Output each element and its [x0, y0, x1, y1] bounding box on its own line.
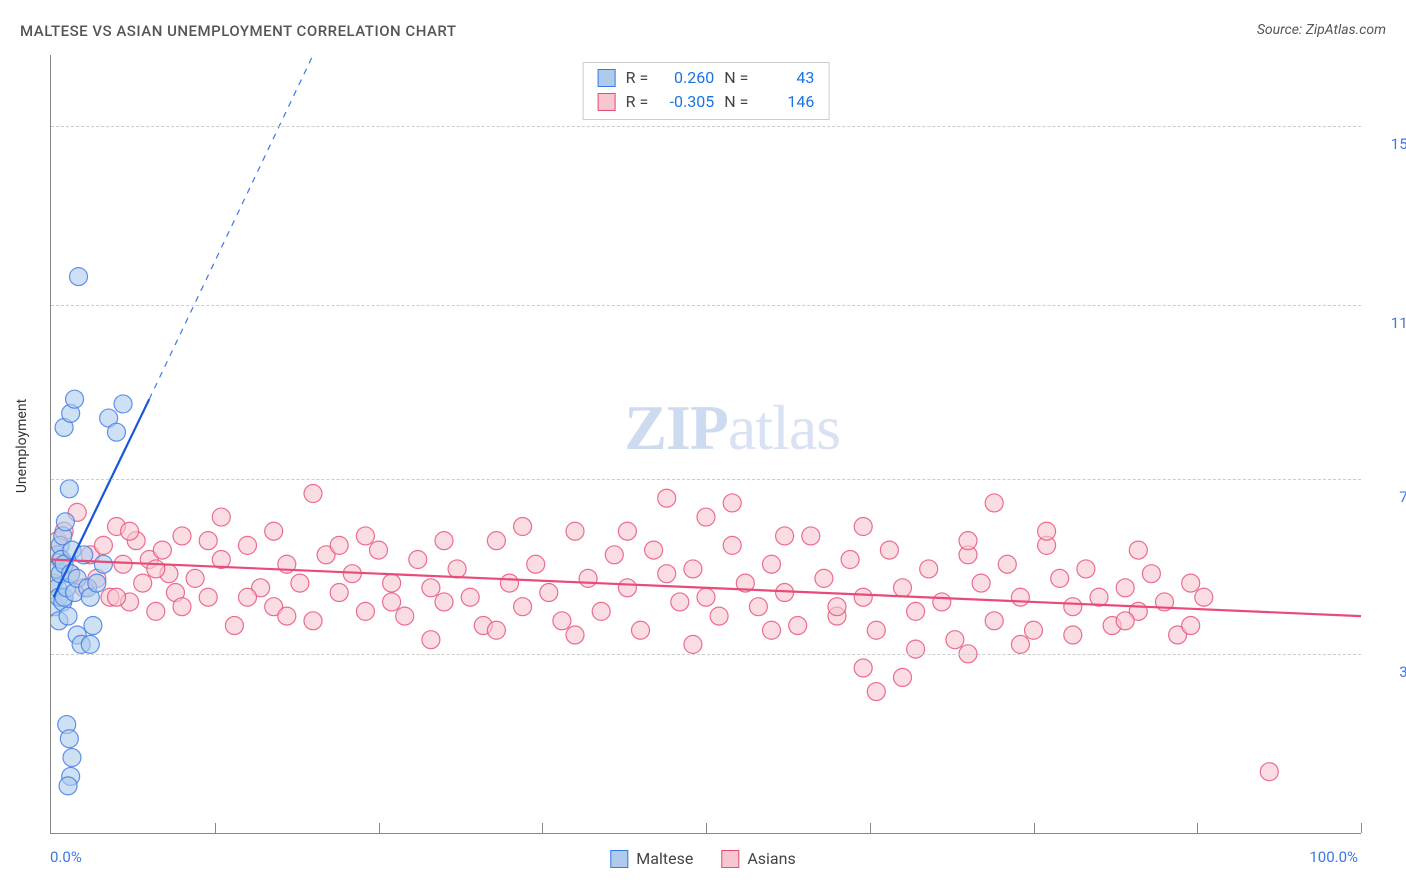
y-tick-label: 11.2% — [1371, 314, 1406, 332]
x-min-label: 0.0% — [50, 848, 82, 866]
r-label-2: R = — [626, 90, 649, 114]
legend-label-series2: Asians — [747, 849, 795, 868]
chart-title: MALTESE VS ASIAN UNEMPLOYMENT CORRELATIO… — [20, 22, 457, 40]
stats-row-2: R = -0.305 N = 146 — [598, 90, 815, 114]
n-label-2: N = — [724, 90, 748, 114]
swatch-series2 — [598, 93, 616, 111]
plot-area: ZIPatlas R = 0.260 N = 43 R = -0.305 N =… — [50, 55, 1361, 834]
legend-item-series1: Maltese — [610, 849, 693, 868]
bottom-legend: Maltese Asians — [610, 849, 795, 868]
y-tick-label: 7.5% — [1371, 488, 1406, 506]
y-tick-label: 3.8% — [1371, 663, 1406, 681]
swatch-series1 — [598, 69, 616, 87]
watermark-atlas: atlas — [728, 392, 840, 463]
n-value-2: 146 — [758, 90, 814, 114]
y-tick-label: 15.0% — [1371, 135, 1406, 153]
stats-box: R = 0.260 N = 43 R = -0.305 N = 146 — [583, 62, 830, 120]
legend-label-series1: Maltese — [636, 849, 693, 868]
legend-item-series2: Asians — [721, 849, 795, 868]
r-value-2: -0.305 — [658, 90, 714, 114]
source-attribution: Source: ZipAtlas.com — [1257, 22, 1386, 38]
y-axis-label: Unemployment — [14, 399, 30, 493]
n-value-1: 43 — [758, 66, 814, 90]
legend-swatch-series1 — [610, 850, 628, 868]
x-max-label: 100.0% — [1309, 848, 1358, 866]
r-value-1: 0.260 — [658, 66, 714, 90]
watermark-zip: ZIP — [624, 392, 728, 463]
watermark: ZIPatlas — [624, 391, 840, 465]
stats-row-1: R = 0.260 N = 43 — [598, 66, 815, 90]
n-label-1: N = — [724, 66, 748, 90]
r-label-1: R = — [626, 66, 649, 90]
chart-container: MALTESE VS ASIAN UNEMPLOYMENT CORRELATIO… — [0, 0, 1406, 892]
legend-swatch-series2 — [721, 850, 739, 868]
